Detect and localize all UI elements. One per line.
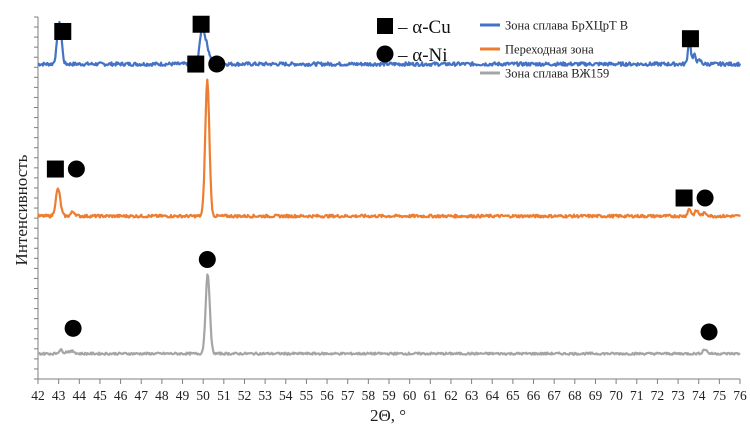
x-tick-label: 62 bbox=[444, 388, 458, 403]
x-tick-label: 55 bbox=[300, 388, 314, 403]
x-tick-label: 69 bbox=[589, 388, 603, 403]
x-tick-label: 44 bbox=[73, 388, 87, 403]
alpha-ni-marker bbox=[198, 251, 216, 269]
x-tick-label: 61 bbox=[424, 388, 438, 403]
phase-legend-square bbox=[377, 18, 393, 34]
x-tick-label: 75 bbox=[713, 388, 727, 403]
phase-legend-label: – α-Cu bbox=[397, 17, 451, 38]
x-tick-label: 46 bbox=[114, 388, 128, 403]
series-line-1 bbox=[37, 20, 742, 67]
alpha-ni-marker bbox=[67, 160, 85, 178]
x-tick-label: 64 bbox=[485, 388, 499, 403]
alpha-cu-marker bbox=[187, 55, 205, 73]
axes: 42 43 44 45 46 47 48 49 50 51 52 53 54 55 56 57 58 59 60 61… bbox=[31, 16, 747, 403]
x-tick-label: 54 bbox=[279, 388, 293, 403]
series-line-3 bbox=[37, 273, 741, 356]
x-tick-label: 56 bbox=[320, 388, 334, 403]
peak-markers bbox=[46, 15, 718, 341]
phase-legend-label: – α-Ni bbox=[397, 45, 448, 66]
alpha-cu-marker bbox=[54, 22, 72, 40]
x-tick-label: 74 bbox=[692, 388, 706, 403]
x-tick-label: 47 bbox=[134, 388, 148, 403]
x-tick-label: 76 bbox=[733, 388, 747, 403]
x-tick-label: 59 bbox=[382, 388, 396, 403]
x-tick-label: 42 bbox=[31, 388, 45, 403]
series-line-2 bbox=[36, 78, 741, 219]
x-tick-label: 71 bbox=[630, 388, 644, 403]
x-tick-label: 52 bbox=[238, 388, 252, 403]
alpha-ni-marker bbox=[696, 189, 714, 207]
alpha-ni-marker bbox=[700, 323, 718, 341]
x-tick-label: 43 bbox=[52, 388, 66, 403]
x-tick-label: 57 bbox=[341, 388, 355, 403]
y-axis-title: Интенсивность bbox=[12, 154, 31, 265]
legend: – α-Cu – α-Ni Зона сплава БрХЦрТ В Переходн… bbox=[376, 17, 628, 81]
alpha-cu-marker bbox=[46, 160, 64, 178]
x-tick-label: 53 bbox=[258, 388, 272, 403]
x-tick-label: 49 bbox=[176, 388, 190, 403]
x-tick-label: 72 bbox=[651, 388, 665, 403]
alpha-ni-marker bbox=[208, 55, 226, 73]
x-tick-label: 45 bbox=[93, 388, 107, 403]
alpha-cu-marker bbox=[675, 189, 693, 207]
x-tick-label: 50 bbox=[196, 388, 210, 403]
x-tick-label: 66 bbox=[527, 388, 541, 403]
legend-label-2: Переходная зона bbox=[505, 43, 594, 57]
x-tick-label: 65 bbox=[506, 388, 520, 403]
alpha-cu-marker bbox=[681, 30, 699, 48]
x-tick-label: 58 bbox=[362, 388, 376, 403]
x-tick-label: 60 bbox=[403, 388, 417, 403]
x-tick-label: 51 bbox=[217, 388, 231, 403]
x-tick-label: 67 bbox=[547, 388, 561, 403]
x-tick-label: 70 bbox=[609, 388, 623, 403]
x-tick-label: 68 bbox=[568, 388, 582, 403]
x-tick-label: 48 bbox=[155, 388, 169, 403]
legend-label-1: Зона сплава БрХЦрТ В bbox=[505, 19, 628, 33]
legend-label-3: Зона сплава ВЖ159 bbox=[505, 67, 609, 81]
alpha-cu-marker bbox=[192, 15, 210, 33]
x-axis-title: 2Θ, ° bbox=[370, 406, 406, 425]
series-layer bbox=[36, 20, 742, 356]
alpha-ni-marker bbox=[64, 319, 82, 337]
x-tick-label: 73 bbox=[671, 388, 685, 403]
x-tick-label: 63 bbox=[465, 388, 479, 403]
phase-legend-circle bbox=[376, 45, 394, 63]
